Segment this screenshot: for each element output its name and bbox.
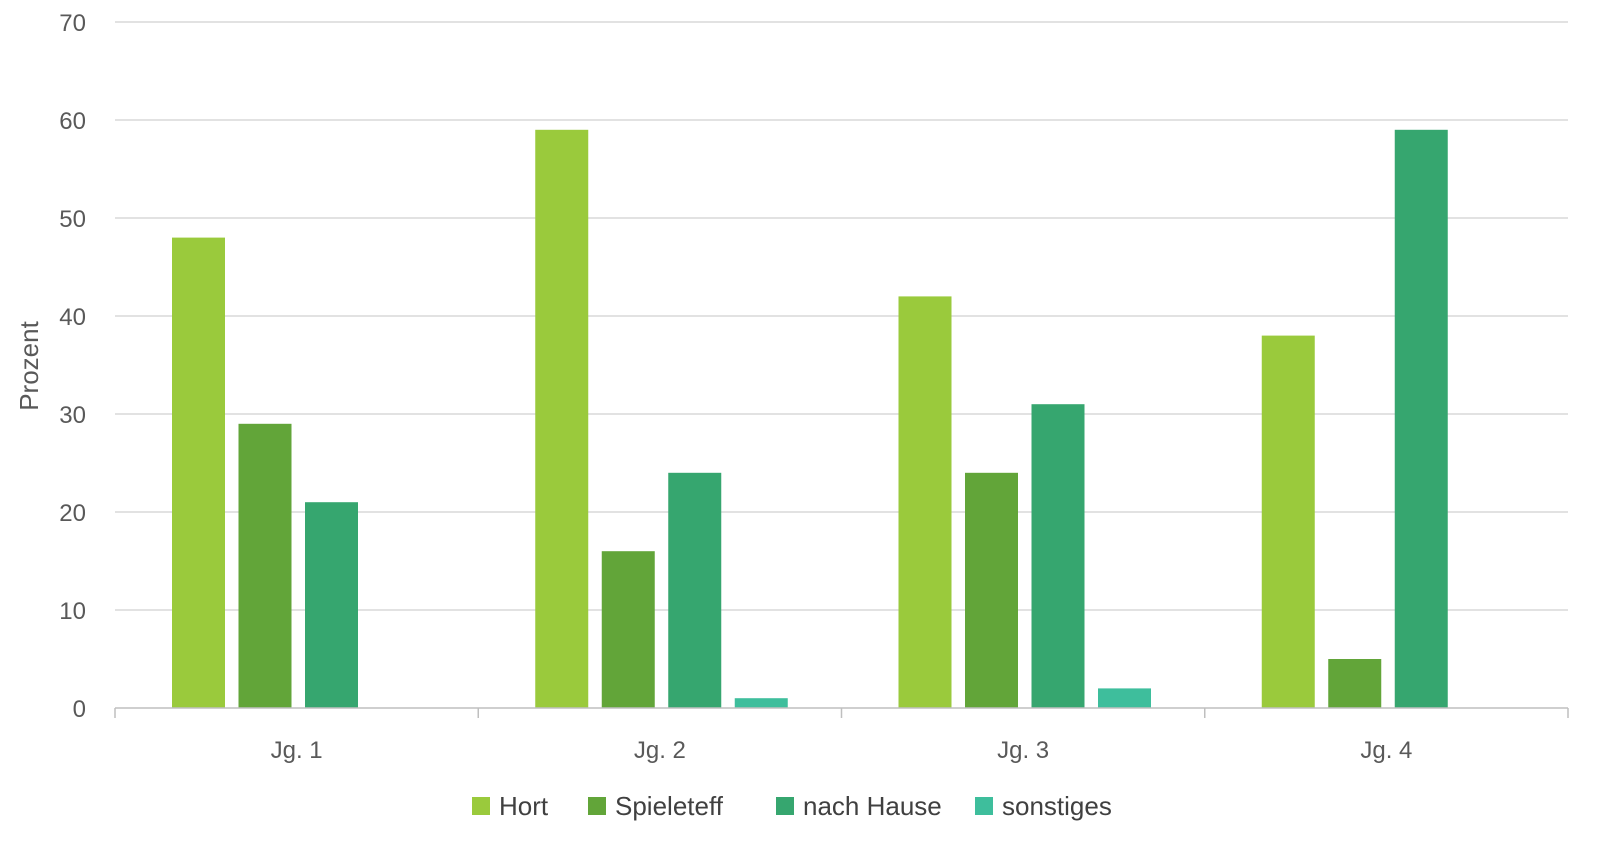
bar-nach-hause: [305, 502, 358, 708]
x-category-label: Jg. 2: [634, 737, 686, 764]
y-tick-label: 20: [59, 500, 86, 527]
legend-swatch: [472, 797, 490, 815]
legend-label: Hort: [499, 791, 549, 821]
y-tick-label: 40: [59, 304, 86, 331]
x-category-label: Jg. 4: [1360, 737, 1412, 764]
x-category-label: Jg. 3: [997, 737, 1049, 764]
bar-hort: [172, 237, 225, 708]
y-tick-label: 10: [59, 598, 86, 625]
legend-swatch: [975, 797, 993, 815]
bar-sonstiges: [734, 698, 788, 708]
y-tick-label: 50: [59, 206, 86, 233]
bar-spieleteff: [238, 423, 292, 708]
y-axis-ticks: 0 10 20 30 40 50 60 70: [59, 10, 86, 723]
legend: Hort Spieleteff nach Hause sonstiges: [472, 791, 1112, 821]
bar-nach-hause: [1394, 129, 1448, 709]
bars: [172, 129, 1448, 709]
x-category-label: Jg. 1: [271, 737, 323, 764]
y-axis-title: Prozent: [14, 320, 44, 410]
bar-spieleteff: [1328, 659, 1382, 708]
legend-swatch: [588, 797, 606, 815]
bar-spieleteff: [965, 472, 1018, 708]
bar-sonstiges: [1098, 688, 1151, 708]
x-axis: Jg. 1 Jg. 2 Jg. 3 Jg. 4: [114, 707, 1569, 764]
y-tick-label: 60: [59, 108, 86, 135]
bar-hort: [898, 296, 952, 708]
bar-hort: [1261, 335, 1315, 708]
y-tick-label: 70: [59, 10, 86, 37]
y-tick-label: 0: [73, 696, 86, 723]
bar-nach-hause: [668, 472, 722, 708]
legend-label: nach Hause: [803, 791, 942, 821]
bar-spieleteff: [601, 551, 655, 708]
y-tick-label: 30: [59, 402, 86, 429]
legend-label: sonstiges: [1002, 791, 1112, 821]
legend-swatch: [776, 797, 794, 815]
legend-label: Spieleteff: [615, 791, 724, 821]
bar-nach-hause: [1031, 404, 1085, 708]
bar-hort: [535, 129, 589, 709]
